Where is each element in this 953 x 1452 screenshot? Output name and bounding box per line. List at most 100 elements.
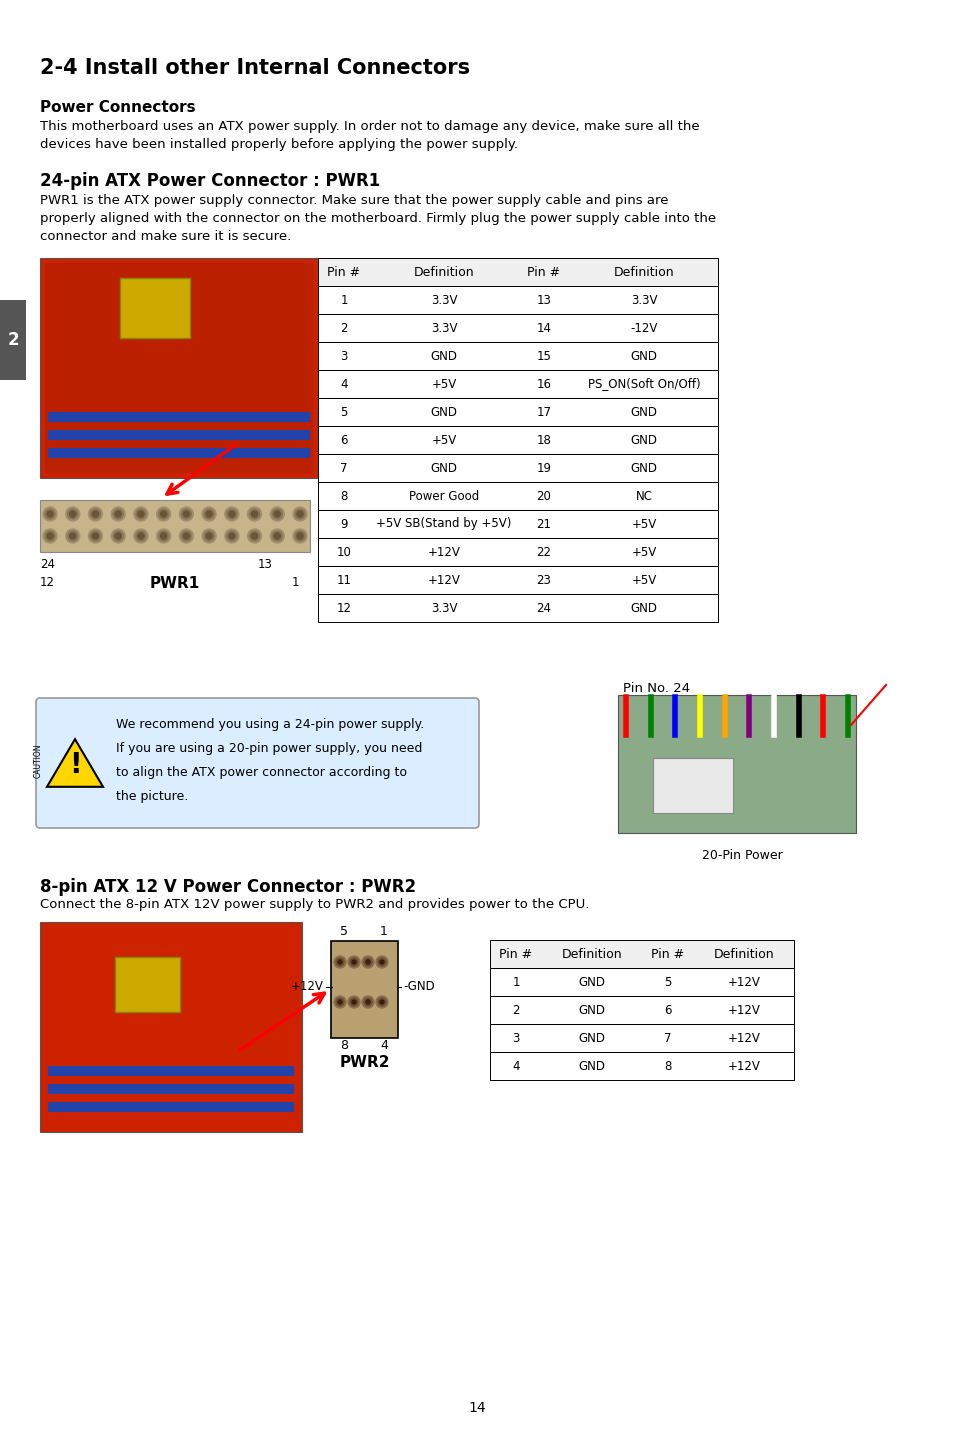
FancyBboxPatch shape bbox=[490, 1024, 793, 1053]
Text: +12V: +12V bbox=[427, 574, 460, 587]
Circle shape bbox=[43, 507, 57, 521]
Text: Pin No. 24: Pin No. 24 bbox=[622, 682, 689, 696]
Text: 20-Pin Power: 20-Pin Power bbox=[701, 849, 781, 862]
Text: 19: 19 bbox=[536, 462, 551, 475]
FancyBboxPatch shape bbox=[48, 412, 310, 423]
Circle shape bbox=[70, 533, 75, 539]
Circle shape bbox=[225, 507, 238, 521]
Text: 4: 4 bbox=[340, 378, 348, 391]
Text: 24-pin ATX Power Connector : PWR1: 24-pin ATX Power Connector : PWR1 bbox=[40, 171, 380, 190]
Circle shape bbox=[379, 1000, 384, 1003]
Text: +5V: +5V bbox=[631, 517, 656, 530]
Text: +12V: +12V bbox=[727, 1031, 760, 1044]
Text: -GND: -GND bbox=[402, 980, 435, 993]
FancyBboxPatch shape bbox=[48, 430, 310, 440]
Text: 1: 1 bbox=[512, 976, 519, 989]
Circle shape bbox=[138, 533, 144, 539]
Circle shape bbox=[348, 955, 359, 968]
Circle shape bbox=[335, 958, 344, 966]
Circle shape bbox=[45, 531, 55, 542]
FancyBboxPatch shape bbox=[618, 696, 855, 833]
Circle shape bbox=[204, 510, 213, 518]
Text: GND: GND bbox=[578, 1060, 605, 1073]
Circle shape bbox=[160, 511, 167, 517]
Circle shape bbox=[296, 511, 303, 517]
Circle shape bbox=[181, 531, 192, 542]
FancyBboxPatch shape bbox=[490, 996, 793, 1024]
Circle shape bbox=[202, 529, 216, 543]
Text: 22: 22 bbox=[536, 546, 551, 559]
Circle shape bbox=[112, 529, 125, 543]
Circle shape bbox=[272, 531, 282, 542]
FancyBboxPatch shape bbox=[48, 449, 310, 457]
Text: PWR1: PWR1 bbox=[150, 576, 200, 591]
FancyBboxPatch shape bbox=[0, 301, 26, 380]
Text: 6: 6 bbox=[340, 434, 348, 447]
FancyBboxPatch shape bbox=[115, 957, 180, 1012]
Text: to align the ATX power connector according to: to align the ATX power connector accordi… bbox=[116, 767, 407, 780]
Circle shape bbox=[227, 510, 236, 518]
Text: 1: 1 bbox=[340, 293, 348, 306]
Circle shape bbox=[293, 507, 307, 521]
Text: connector and make sure it is secure.: connector and make sure it is secure. bbox=[40, 229, 291, 242]
Circle shape bbox=[206, 533, 212, 539]
Circle shape bbox=[92, 511, 98, 517]
FancyBboxPatch shape bbox=[490, 939, 793, 968]
Text: 8-pin ATX 12 V Power Connector : PWR2: 8-pin ATX 12 V Power Connector : PWR2 bbox=[40, 878, 416, 896]
Text: 13: 13 bbox=[257, 558, 273, 571]
Circle shape bbox=[68, 510, 77, 518]
Circle shape bbox=[375, 955, 388, 968]
Text: 2: 2 bbox=[8, 331, 19, 348]
Text: Pin #: Pin # bbox=[327, 266, 360, 279]
Circle shape bbox=[112, 507, 125, 521]
Text: 8: 8 bbox=[340, 489, 347, 502]
Text: GND: GND bbox=[578, 1031, 605, 1044]
Text: 1: 1 bbox=[379, 925, 388, 938]
Text: +5V: +5V bbox=[431, 378, 456, 391]
FancyBboxPatch shape bbox=[652, 758, 732, 813]
Circle shape bbox=[348, 996, 359, 1008]
Circle shape bbox=[366, 960, 370, 964]
Circle shape bbox=[350, 998, 357, 1006]
FancyBboxPatch shape bbox=[36, 698, 478, 828]
Text: 16: 16 bbox=[536, 378, 551, 391]
Text: GND: GND bbox=[630, 601, 657, 614]
Text: Definition: Definition bbox=[414, 266, 474, 279]
Circle shape bbox=[115, 533, 121, 539]
Circle shape bbox=[294, 510, 305, 518]
Text: GND: GND bbox=[578, 976, 605, 989]
Text: 14: 14 bbox=[536, 321, 551, 334]
Circle shape bbox=[272, 510, 282, 518]
Text: 5: 5 bbox=[663, 976, 671, 989]
Text: GND: GND bbox=[578, 1003, 605, 1016]
Circle shape bbox=[274, 511, 280, 517]
Text: 4: 4 bbox=[379, 1040, 388, 1053]
Circle shape bbox=[379, 960, 384, 964]
Text: GND: GND bbox=[630, 434, 657, 447]
Circle shape bbox=[160, 533, 167, 539]
Circle shape bbox=[115, 511, 121, 517]
Text: 23: 23 bbox=[536, 574, 551, 587]
Text: 11: 11 bbox=[336, 574, 351, 587]
Circle shape bbox=[89, 507, 102, 521]
Text: Pin #: Pin # bbox=[527, 266, 560, 279]
Circle shape bbox=[91, 510, 100, 518]
Text: 2: 2 bbox=[512, 1003, 519, 1016]
FancyBboxPatch shape bbox=[490, 968, 793, 996]
Text: 1: 1 bbox=[292, 576, 299, 590]
Text: GND: GND bbox=[430, 462, 457, 475]
FancyBboxPatch shape bbox=[317, 314, 718, 343]
Circle shape bbox=[270, 507, 284, 521]
Circle shape bbox=[183, 533, 189, 539]
Text: GND: GND bbox=[430, 350, 457, 363]
Circle shape bbox=[89, 529, 102, 543]
FancyBboxPatch shape bbox=[317, 510, 718, 539]
Circle shape bbox=[361, 996, 374, 1008]
FancyBboxPatch shape bbox=[40, 922, 302, 1133]
Circle shape bbox=[68, 531, 77, 542]
Circle shape bbox=[364, 998, 372, 1006]
Circle shape bbox=[335, 998, 344, 1006]
Circle shape bbox=[135, 510, 146, 518]
Circle shape bbox=[138, 511, 144, 517]
Text: GND: GND bbox=[430, 405, 457, 418]
